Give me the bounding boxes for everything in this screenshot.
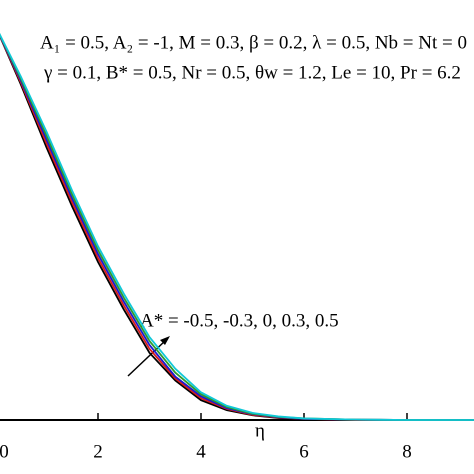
series-line xyxy=(0,33,474,421)
annotation: γ = 0.1, B* = 0.5, Nr = 0.5, θw = 1.2, L… xyxy=(43,62,461,83)
series-line xyxy=(0,33,474,421)
annotation: A₁ = 0.5, A₂ = -1, M = 0.3, β = 0.2, λ =… xyxy=(40,32,467,53)
series-line xyxy=(0,32,474,421)
x-tick-label: 0 xyxy=(0,441,9,462)
x-axis-label: η xyxy=(255,420,265,441)
annotation: A* = -0.5, -0.3, 0, 0.3, 0.5 xyxy=(140,310,339,331)
series-line xyxy=(0,34,474,421)
x-tick-label: 2 xyxy=(93,441,103,462)
arrow xyxy=(127,339,167,377)
arrow-head xyxy=(160,336,170,345)
x-tick-label: 4 xyxy=(196,441,206,462)
series-line xyxy=(0,33,474,421)
x-tick-label: 8 xyxy=(402,441,412,462)
x-tick-label: 6 xyxy=(299,441,309,462)
